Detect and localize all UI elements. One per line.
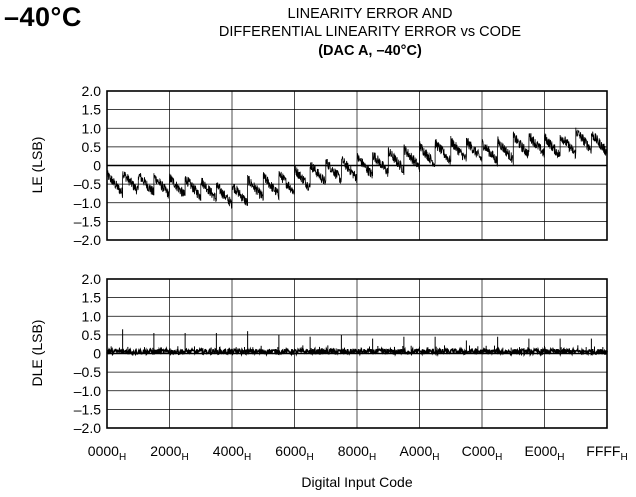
y-tick-label: –2.0 [74,420,101,436]
dle-chart: 2.0 1.5 1.0 0.5 0 –0.5 –1.0 –1.5 –2.0 0000H 2000H 4… [74,271,628,463]
x-tick-label: FFFFH [586,443,627,463]
y-tick-label: 1.0 [82,120,102,136]
le-trace [106,127,608,209]
y-tick-label: –1.5 [74,213,101,229]
temperature-label: –40°C [4,2,82,32]
y-tick-label: –1.0 [74,195,101,211]
x-tick-label: E000H [525,443,565,463]
y-tick-label: 0.5 [82,327,102,343]
y-tick-label: 0 [93,158,101,174]
y-tick-label: –2.0 [74,232,101,248]
y-tick-label: –0.5 [74,176,101,192]
chart-title-line1: LINEARITY ERROR AND [287,6,453,22]
x-tick-label: 6000H [275,443,313,463]
x-tick-label: 8000H [338,443,376,463]
y-tick-label: 0.5 [82,139,102,155]
y-tick-label: 1.5 [82,290,102,306]
dle-noise-band [106,345,608,358]
x-tick-label: 0000H [88,443,126,463]
x-tick-label: 4000H [213,443,251,463]
x-tick-label: 2000H [150,443,188,463]
chart-title-line3: (DAC A, –40°C) [318,43,422,59]
y-tick-label: –1.0 [74,383,101,399]
x-tick-label: C000H [462,443,503,463]
y-tick-label: 1.0 [82,308,102,324]
y-tick-label: –0.5 [74,364,101,380]
le-chart: 2.0 1.5 1.0 0.5 0 –0.5 –1.0 –1.5 –2.0 [74,83,608,248]
plot-frame [106,90,608,241]
x-axis-label: Digital Input Code [301,474,413,490]
y-tick-label: –1.5 [74,401,101,417]
x-tick-label: A000H [400,443,440,463]
y-tick-label: 2.0 [82,83,102,99]
chart-title-line2: DIFFERENTIAL LINEARITY ERROR vs CODE [218,24,522,40]
y-tick-label: 2.0 [82,271,102,287]
y-tick-label: 1.5 [82,102,102,118]
y-tick-label: 0 [93,346,101,362]
